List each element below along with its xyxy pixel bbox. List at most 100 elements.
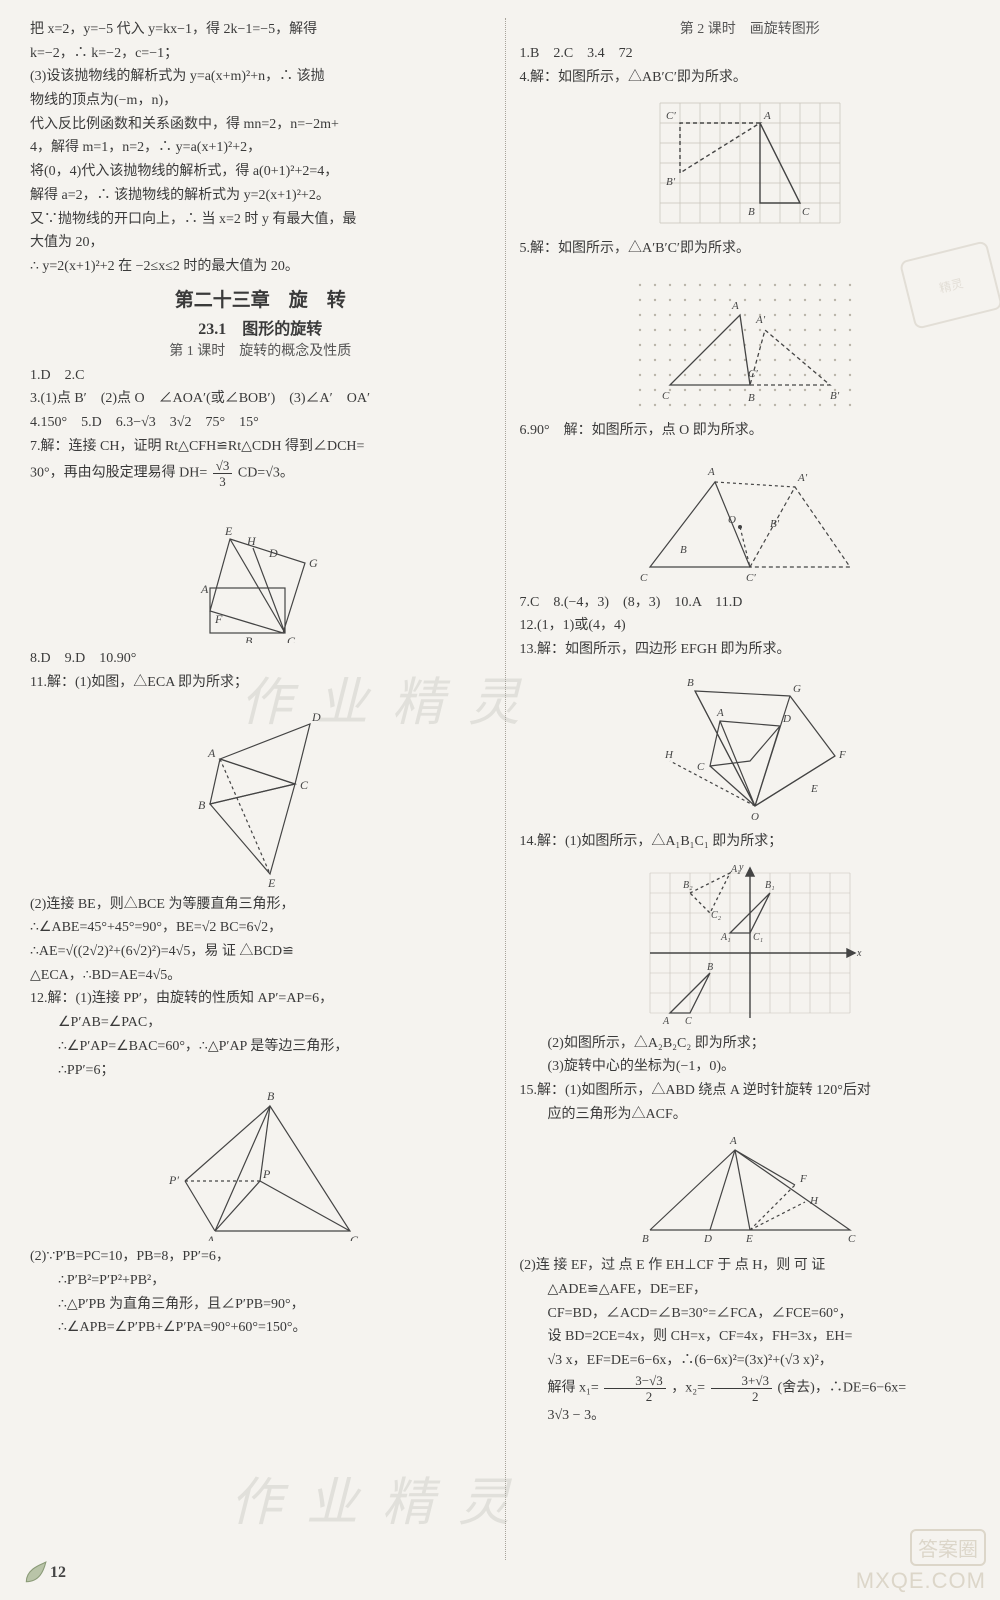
subsection-title: 第 1 课时 旋转的概念及性质 <box>30 340 491 360</box>
figure-eca: D A B C E <box>30 699 491 889</box>
lbl-B: B <box>267 1089 275 1103</box>
answer-line: 3√3 − 3。 <box>520 1405 981 1427</box>
answer-line: △ADE≌△AFE，DE=EF， <box>520 1279 981 1301</box>
page-number: 12 <box>50 1564 66 1582</box>
lbl: C₂ <box>711 910 722 921</box>
fraction: 3+√3 2 <box>711 1374 772 1403</box>
text-line: 将(0，4)代入该抛物线的解析式，得 a(0+1)²+2=4， <box>30 161 491 183</box>
numerator: √3 <box>213 459 233 474</box>
lbl: A <box>731 300 739 312</box>
answer-line: (2)如图所示，△A₂B₂C₂ 即为所求； <box>520 1033 981 1055</box>
answer-line: 8.D 9.D 10.90° <box>30 648 491 670</box>
lbl-C: C <box>350 1233 359 1241</box>
answer-line: ∠P′AB=∠PAC， <box>30 1012 491 1034</box>
answer-line: √3 x，EF=DE=6−6x，∴(6−6x)²=(3x)²+(√3 x)²， <box>520 1350 981 1372</box>
text-line: 又∵抛物线的开口向上，∴ 当 x=2 时 y 有最大值，最 <box>30 209 491 231</box>
answer-line: 6.90° 解：如图所示，点 O 即为所求。 <box>520 420 981 442</box>
answer-line: (3)旋转中心的坐标为(−1，0)。 <box>520 1056 981 1078</box>
answer-line: (2)连接 BE，则△BCE 为等腰直角三角形， <box>30 894 491 916</box>
answer-line: 7.C 8.(−4，3) (8，3) 10.A 11.D <box>520 592 981 614</box>
lbl: B′ <box>666 176 676 188</box>
answer-line: 12.解：(1)连接 PP′，由旋转的性质知 AP′=AP=6， <box>30 988 491 1010</box>
lbl: B <box>748 206 755 218</box>
answer-line: 4.150° 5.D 6.3−√3 3√2 75° 15° <box>30 412 491 434</box>
figure-grid-1: C′ A B′ B C <box>520 93 981 233</box>
lbl: O <box>728 514 736 526</box>
lbl: G <box>793 683 801 695</box>
numerator: 3−√3 <box>604 1374 665 1389</box>
fraction: 3−√3 2 <box>604 1374 665 1403</box>
lbl: D <box>703 1233 712 1245</box>
column-divider <box>505 18 506 1560</box>
lbl: O <box>751 811 759 823</box>
figure-efgh: B G H A D F C E O <box>520 666 981 826</box>
lbl: x <box>856 948 862 959</box>
lbl: A <box>707 466 715 478</box>
figure-pointO: A A′ B′ O C B C′ <box>520 447 981 587</box>
lbl: A′ <box>755 314 766 326</box>
section-title: 23.1 图形的旋转 <box>30 315 491 339</box>
lbl-F: F <box>214 612 223 626</box>
lbl-A: A <box>200 582 209 596</box>
denominator: 3 <box>213 474 233 488</box>
answer-line: ∴AE=√((2√2)²+(6√2)²)=4√5，易 证 △BCD≌ <box>30 941 491 963</box>
lbl: F <box>799 1173 807 1185</box>
lbl: B <box>748 392 755 404</box>
lbl: C <box>802 206 810 218</box>
answer-line: 3.(1)点 B′ (2)点 O ∠AOA′(或∠BOB′) (3)∠A′ OA… <box>30 388 491 410</box>
denominator: 2 <box>604 1389 665 1403</box>
lbl-C: C <box>300 778 309 792</box>
answer-line: 30°，再由勾股定理易得 DH= √3 3 CD=√3。 <box>30 459 491 488</box>
lbl: D <box>782 713 791 725</box>
lbl-A: A <box>206 1233 215 1241</box>
footer-brand-bottom: MXQE.COM <box>856 1568 986 1594</box>
answer-line: ∴△P′PB 为直角三角形，且∠P′PB=90°， <box>30 1294 491 1316</box>
lbl: B′ <box>830 390 840 402</box>
txt: (舍去)，∴DE=6−6x= <box>778 1380 907 1395</box>
lbl: B <box>642 1233 649 1245</box>
figure-pp: B P′ P A C <box>30 1086 491 1241</box>
lbl: H <box>809 1195 819 1207</box>
answer-line: 11.解：(1)如图，△ECA 即为所求； <box>30 672 491 694</box>
answer-line: 4.解：如图所示，△AB′C′即为所求。 <box>520 67 981 89</box>
lbl-A: A <box>207 746 216 760</box>
footer-brand-top: 答案圈 <box>910 1529 986 1566</box>
answer-line: 12.(1，1)或(4，4) <box>520 615 981 637</box>
answer-line: ∴PP′=6； <box>30 1060 491 1082</box>
lbl-Pp: P′ <box>168 1173 179 1187</box>
page: 把 x=2，y=−5 代入 y=kx−1，得 2k−1=−5，解得 k=−2，∴… <box>0 0 1000 1600</box>
figure-coord: x y B₂ A₂ C₂ B₁ A₁ C₁ A C B <box>520 858 981 1028</box>
lbl: C′ <box>746 572 756 584</box>
answer-line: 15.解：(1)如图所示，△ABD 绕点 A 逆时针旋转 120°后对 <box>520 1080 981 1102</box>
lbl-P: P <box>262 1167 271 1181</box>
lbl-E: E <box>224 524 233 538</box>
answer-line: 1.B 2.C 3.4 72 <box>520 43 981 65</box>
chapter-title: 第二十三章 旋 转 <box>30 285 491 312</box>
answer-line: ∴∠P′AP=∠BAC=60°，∴△P′AP 是等边三角形， <box>30 1036 491 1058</box>
answer-line: 设 BD=2CE=4x，则 CH=x，CF=4x，FH=3x，EH= <box>520 1326 981 1348</box>
lbl: C₁ <box>753 932 763 943</box>
text-line: (3)设该抛物线的解析式为 y=a(x+m)²+n，∴ 该抛 <box>30 66 491 88</box>
lbl: A <box>729 1135 737 1147</box>
denominator: 2 <box>711 1389 772 1403</box>
lbl-D: D <box>311 710 321 724</box>
right-column: 第 2 课时 画旋转图形 1.B 2.C 3.4 72 4.解：如图所示，△AB… <box>520 18 981 1560</box>
lbl-E: E <box>267 876 276 889</box>
text-line: 大值为 20， <box>30 232 491 254</box>
text-line: k=−2，∴ k=−2，c=−1； <box>30 43 491 65</box>
txt: 解得 x₁= <box>548 1380 599 1395</box>
lbl: C <box>697 761 705 773</box>
lbl: B <box>680 544 687 556</box>
figure-square-rotation: E A H D G F B C <box>30 493 491 643</box>
leaf-icon <box>22 1560 48 1586</box>
lbl-B: B <box>198 798 206 812</box>
lbl: B <box>707 962 713 973</box>
figure-acf: A F H B D E C <box>520 1130 981 1250</box>
lbl: F <box>838 749 846 761</box>
lbl: C′ <box>666 110 676 122</box>
lbl: A <box>716 707 724 719</box>
text-line: 把 x=2，y=−5 代入 y=kx−1，得 2k−1=−5，解得 <box>30 19 491 41</box>
answer-line: 1.D 2.C <box>30 365 491 387</box>
answer-line: 14.解：(1)如图所示，△A₁B₁C₁ 即为所求； <box>520 831 981 853</box>
text-line: 物线的顶点为(−m，n)， <box>30 90 491 112</box>
